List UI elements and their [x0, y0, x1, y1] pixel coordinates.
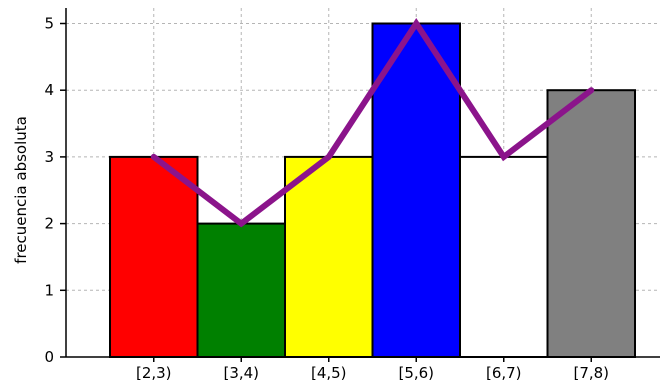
y-tick-label: 3: [44, 148, 54, 166]
x-tick-label: [5,6): [398, 364, 434, 381]
y-tick-label: 0: [44, 348, 54, 366]
bar: [196, 222, 286, 358]
x-tick-label: [7,8): [573, 364, 609, 381]
y-tick-label: 4: [44, 81, 54, 99]
x-tick-label: [4,5): [311, 364, 347, 381]
frequency-polygon: [150, 18, 595, 228]
x-ticks: [2,3) [3,4) [4,5) [5,6) [6,7) [7,8): [136, 357, 609, 381]
x-tick-label: [3,4): [223, 364, 259, 381]
y-tick-label: 5: [44, 15, 54, 33]
bar: [109, 155, 199, 358]
bar: [546, 89, 636, 358]
y-axis-label: frecuencia absoluta: [12, 116, 30, 264]
x-tick-label: [6,7): [486, 364, 522, 381]
y-tick-label: 1: [44, 281, 54, 299]
bar: [284, 155, 374, 358]
y-ticks: 0 1 2 3 4 5: [44, 15, 66, 366]
y-tick-label: 2: [44, 215, 54, 233]
bar: [459, 155, 549, 358]
x-tick-label: [2,3): [136, 364, 172, 381]
bars: [109, 22, 636, 358]
axes: [65, 8, 660, 358]
